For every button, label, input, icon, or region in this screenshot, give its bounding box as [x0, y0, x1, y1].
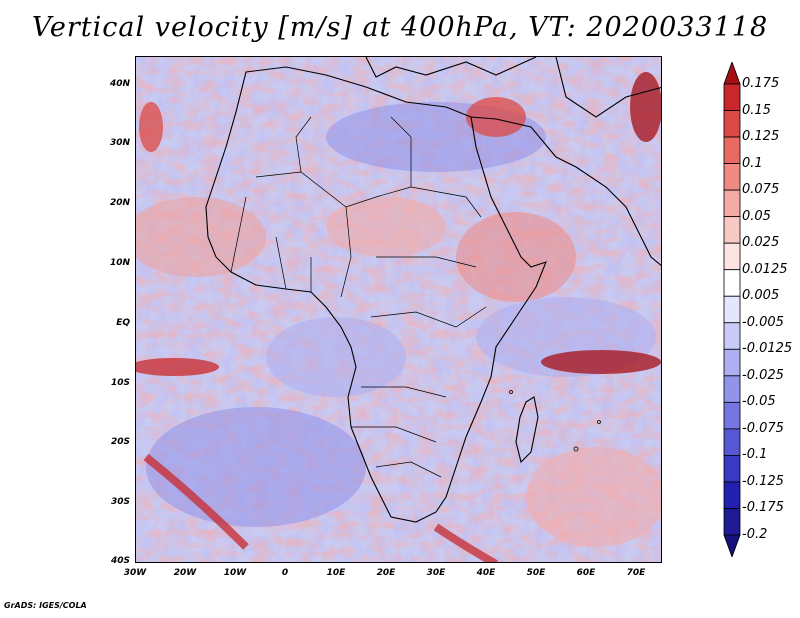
colorbar-swatch: [723, 375, 741, 403]
colorbar-level-label: -0.125: [742, 473, 784, 489]
map-panel: [135, 56, 662, 563]
colorbar-level-label: -0.05: [742, 394, 776, 410]
colorbar-level-label: -0.005: [742, 314, 784, 330]
lon-label-20w: 20W: [173, 568, 197, 578]
lat-label-eq: EQ: [116, 318, 130, 328]
colorbar-level-label: -0.1: [742, 447, 768, 463]
lat-label-30n: 30N: [109, 138, 130, 148]
colorbar-swatch: [723, 242, 741, 271]
colorbar-level-label: 0.15: [742, 102, 771, 118]
colorbar-swatch: [723, 62, 741, 85]
colorbar-swatch: [723, 163, 741, 191]
lat-label-40n: 40N: [109, 79, 130, 89]
velocity-field-map: [136, 57, 661, 562]
country-borders: [230, 116, 487, 478]
lon-label-30e: 30E: [426, 568, 446, 578]
lat-label-10s: 10S: [110, 378, 130, 388]
colorbar-swatch: [723, 269, 741, 297]
lon-label-10w: 10W: [223, 568, 247, 578]
colorbar-level-label: 0.05: [742, 208, 771, 224]
credit-text: GrADS: IGES/COLA: [4, 601, 87, 610]
coastlines: [205, 57, 661, 523]
lat-label-40s: 40S: [110, 556, 130, 566]
colorbar-level-label: -0.025: [742, 367, 784, 383]
colorbar-level-label: -0.175: [742, 500, 784, 516]
lon-label-40e: 40E: [476, 568, 496, 578]
map-title: Vertical velocity [m/s] at 400hPa, VT: 2…: [31, 12, 769, 43]
colorbar-swatch: [723, 83, 741, 111]
lon-label-10e: 10E: [326, 568, 346, 578]
lon-label-70e: 70E: [626, 568, 646, 578]
colorbar: [723, 62, 741, 557]
colorbar-swatch: [723, 136, 741, 164]
colorbar-level-label: -0.075: [742, 420, 784, 436]
colorbar-level-label: 0.075: [742, 182, 780, 198]
colorbar-level-label: -0.0125: [742, 341, 793, 357]
colorbar-level-label: -0.2: [742, 527, 768, 542]
colorbar-swatch: [723, 348, 741, 377]
colorbar-swatch: [723, 216, 741, 244]
colorbar-swatch: [723, 322, 741, 350]
colorbar-swatch: [723, 401, 741, 430]
colorbar-level-label: 0.175: [742, 76, 780, 91]
colorbar-level-label: 0.125: [742, 129, 780, 145]
lat-label-30s: 30S: [110, 497, 130, 507]
colorbar-level-label: 0.0125: [742, 261, 788, 277]
lon-label-30w: 30W: [123, 568, 147, 578]
colorbar-level-label: 0.025: [742, 235, 780, 251]
lat-label-20s: 20S: [110, 437, 130, 447]
lat-label-20n: 20N: [109, 198, 130, 208]
lat-label-10n: 10N: [109, 258, 130, 268]
lon-label-0: 0: [281, 568, 289, 578]
lon-label-20e: 20E: [376, 568, 396, 578]
lon-label-50e: 50E: [526, 568, 546, 578]
colorbar-swatch: [723, 481, 741, 509]
colorbar-swatch: [723, 508, 741, 536]
colorbar-swatch: [723, 189, 741, 218]
colorbar-swatch: [723, 534, 741, 557]
colorbar-level-label: 0.005: [742, 288, 780, 304]
lon-label-60e: 60E: [576, 568, 596, 578]
colorbar-level-label: 0.1: [742, 155, 763, 171]
colorbar-swatch: [723, 455, 741, 483]
colorbar-swatch: [723, 428, 741, 456]
colorbar-swatch: [723, 295, 741, 324]
colorbar-swatch: [723, 110, 741, 138]
